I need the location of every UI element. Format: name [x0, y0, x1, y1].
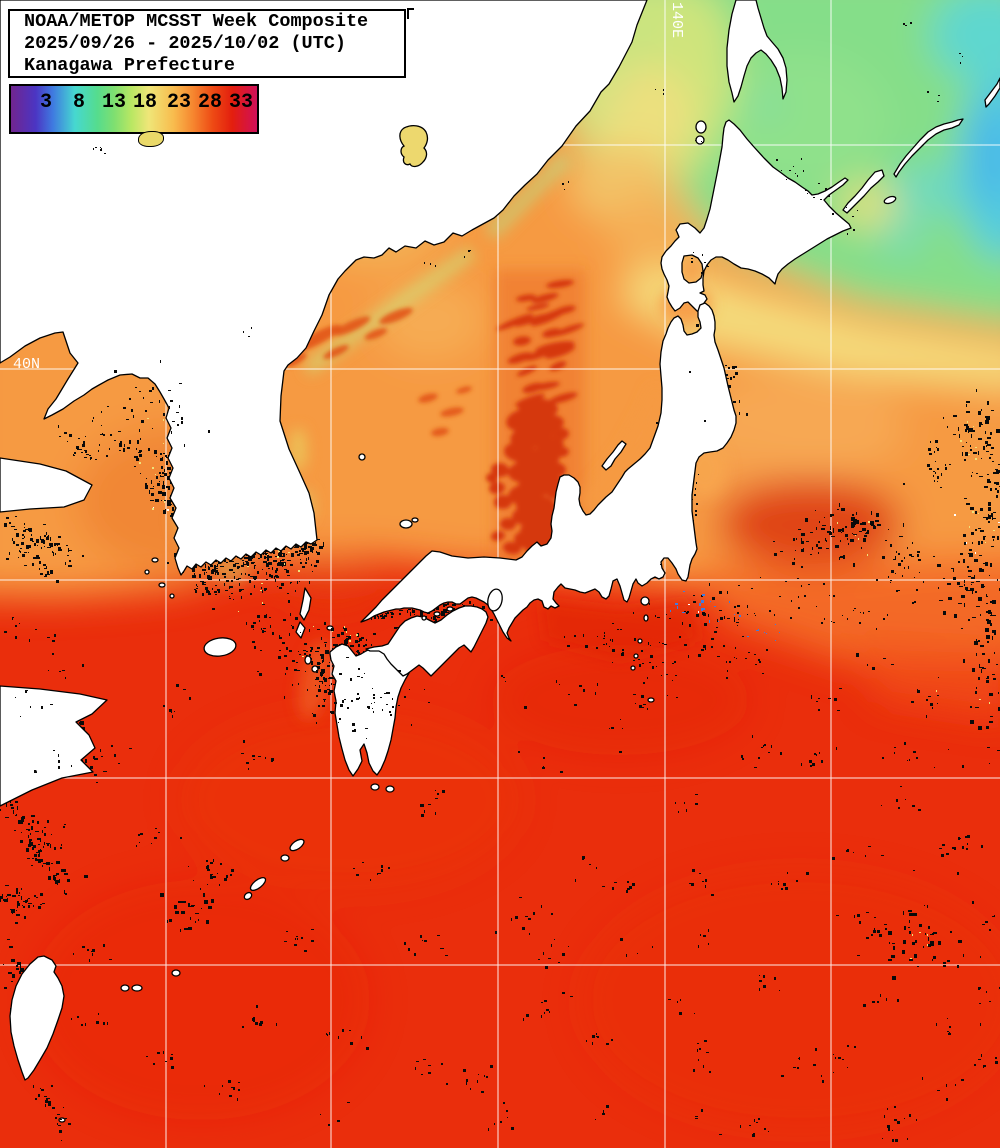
svg-text:140E: 140E	[668, 2, 685, 38]
svg-text:40N: 40N	[13, 356, 40, 373]
svg-text:30N: 30N	[13, 760, 40, 777]
